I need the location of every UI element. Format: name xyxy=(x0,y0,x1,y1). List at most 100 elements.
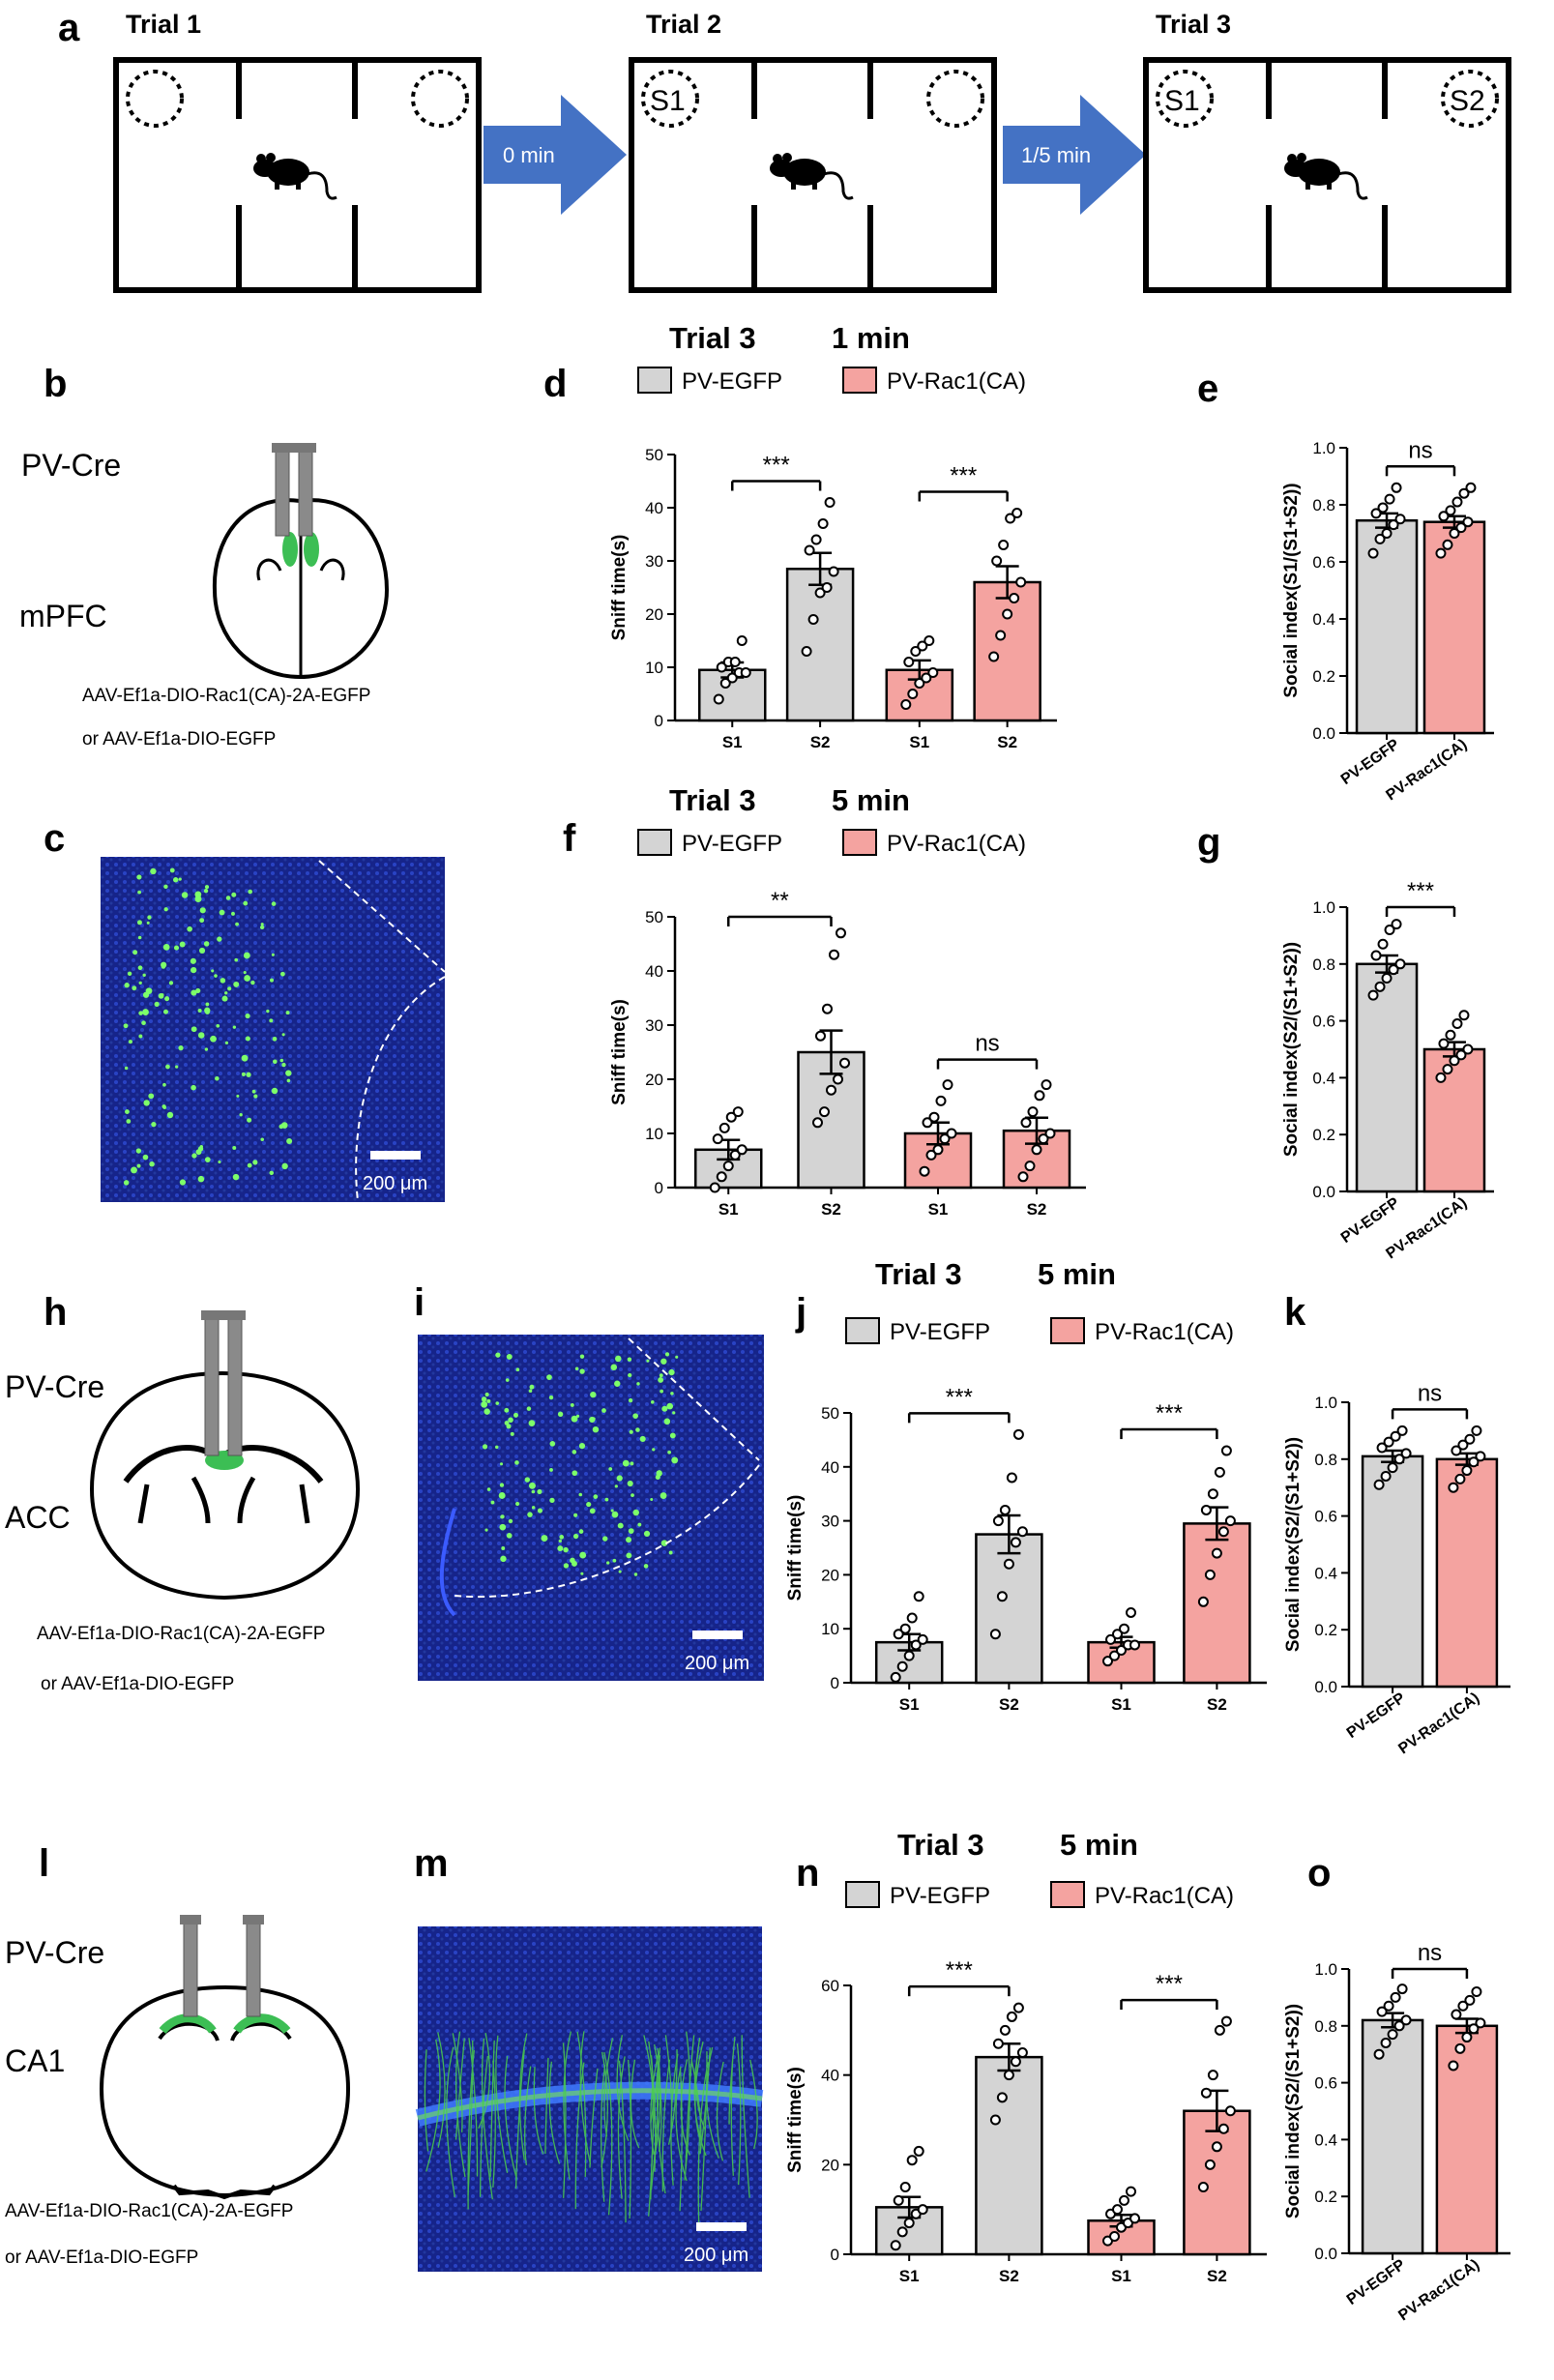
cell-dot xyxy=(123,1023,129,1029)
data-point xyxy=(1027,1106,1039,1118)
panel-label-l: l xyxy=(39,1842,49,1885)
cell-dot xyxy=(259,925,265,930)
chart-subtitle: 1 min xyxy=(832,321,910,355)
fiber xyxy=(548,2061,561,2164)
cell-dot xyxy=(269,1170,275,1176)
fiber xyxy=(654,2043,662,2152)
cell-dot xyxy=(251,1089,256,1094)
cell-dot xyxy=(169,867,175,873)
y-tick-label: 0.4 xyxy=(1314,2130,1337,2149)
micrograph-ca1: 200 μm xyxy=(415,1926,764,2272)
fiber xyxy=(694,2042,704,2140)
legend-label-rac1: PV-Rac1(CA) xyxy=(887,368,1026,395)
fiber xyxy=(697,2062,709,2226)
cell-dot xyxy=(135,1148,142,1154)
cell-dot xyxy=(128,1040,132,1044)
data-point xyxy=(1224,1515,1236,1527)
data-point xyxy=(910,1639,922,1651)
cell-dot xyxy=(191,989,197,996)
x-tick-label: S2 xyxy=(1207,1695,1227,1714)
y-tick-label: 0.6 xyxy=(1314,2074,1337,2093)
cell-dot xyxy=(219,909,225,916)
chart-title: Trial 3 xyxy=(669,321,756,355)
data-point xyxy=(1031,1144,1042,1156)
fiber xyxy=(452,2033,463,2132)
data-point xyxy=(1006,1472,1017,1484)
fiber xyxy=(741,2035,750,2198)
legend-swatch-egfp xyxy=(637,367,672,394)
y-tick-label: 20 xyxy=(645,1071,663,1089)
cell-dot xyxy=(498,1492,506,1499)
cell-dot xyxy=(575,1414,580,1418)
data-point xyxy=(1394,514,1406,525)
y-axis-label: Social index(S2/(S1+S2)) xyxy=(1283,1437,1304,1652)
x-tick-label: S2 xyxy=(810,733,831,751)
data-point xyxy=(925,1149,937,1161)
cell-dot xyxy=(161,993,164,997)
cell-dot xyxy=(146,921,150,925)
bar xyxy=(1183,2109,1251,2256)
data-point xyxy=(1002,608,1013,620)
cell-dot xyxy=(500,1514,505,1519)
data-point xyxy=(991,555,1003,567)
data-point xyxy=(917,1633,928,1645)
y-tick-label: 0.8 xyxy=(1314,2017,1337,2036)
cell-dot xyxy=(514,1460,519,1465)
cell-dot xyxy=(656,1470,662,1477)
data-point xyxy=(1109,2230,1120,2242)
cell-dot xyxy=(164,996,170,1002)
data-point xyxy=(819,1106,830,1118)
cell-dot xyxy=(271,901,277,906)
cell-dot xyxy=(632,1509,639,1516)
y-tick-label: 60 xyxy=(821,1977,839,1995)
data-point xyxy=(992,1515,1004,1527)
panel-label-k: k xyxy=(1284,1291,1306,1334)
cell-dot xyxy=(243,900,249,906)
x-tick-label: PV-Rac1(CA) xyxy=(1395,2256,1482,2324)
data-point xyxy=(899,1623,911,1634)
data-point xyxy=(1044,1128,1056,1139)
cell-dot xyxy=(245,1013,250,1019)
cell-dot xyxy=(190,957,196,964)
cell-dot xyxy=(643,1564,649,1569)
cell-dot xyxy=(162,1082,166,1087)
cell-dot xyxy=(161,1104,166,1109)
cell-dot xyxy=(604,1497,609,1502)
cell-dot xyxy=(671,1456,679,1464)
cell-dot xyxy=(198,947,206,954)
data-point xyxy=(1448,2060,1459,2071)
cell-dot xyxy=(668,1550,673,1555)
chart-j: Trial 3 5 min PV-EGFP PV-Rac1(CA) 0 10 20 30 40 5… xyxy=(785,1257,1267,1714)
cell-dot xyxy=(578,1443,586,1450)
data-point xyxy=(1400,1448,1412,1459)
fiber xyxy=(700,2051,708,2212)
cell-dot xyxy=(194,891,202,898)
data-point xyxy=(1217,2123,1229,2134)
x-tick-label: S2 xyxy=(997,733,1017,751)
cell-dot xyxy=(666,1402,674,1410)
cell-dot xyxy=(484,1408,490,1415)
cell-dot xyxy=(546,1374,552,1380)
panel-i: i 200 μm xyxy=(414,1281,764,1681)
data-point xyxy=(893,1629,904,1640)
cell-dot xyxy=(637,1522,642,1527)
data-point xyxy=(992,2038,1004,2049)
cell-dot xyxy=(178,1044,184,1051)
data-point xyxy=(712,1133,723,1145)
data-point xyxy=(1005,513,1016,524)
cell-dot xyxy=(124,1066,129,1071)
x-tick-label: PV-Rac1(CA) xyxy=(1395,1690,1482,1757)
cell-dot xyxy=(537,1488,542,1495)
panel-label-m: m xyxy=(414,1842,449,1885)
fiber xyxy=(504,2055,518,2180)
data-point xyxy=(1105,1633,1116,1645)
cell-dot xyxy=(248,889,253,895)
cell-dot xyxy=(145,987,153,995)
data-point xyxy=(1383,2000,1394,2012)
data-point xyxy=(1461,1465,1473,1477)
chart-f: Trial 3 5 min PV-EGFP PV-Rac1(CA) 0 10 20 30 40 5… xyxy=(609,783,1086,1219)
data-point xyxy=(998,540,1010,550)
data-point xyxy=(1207,2070,1218,2081)
x-tick-label: S1 xyxy=(899,2267,920,2285)
